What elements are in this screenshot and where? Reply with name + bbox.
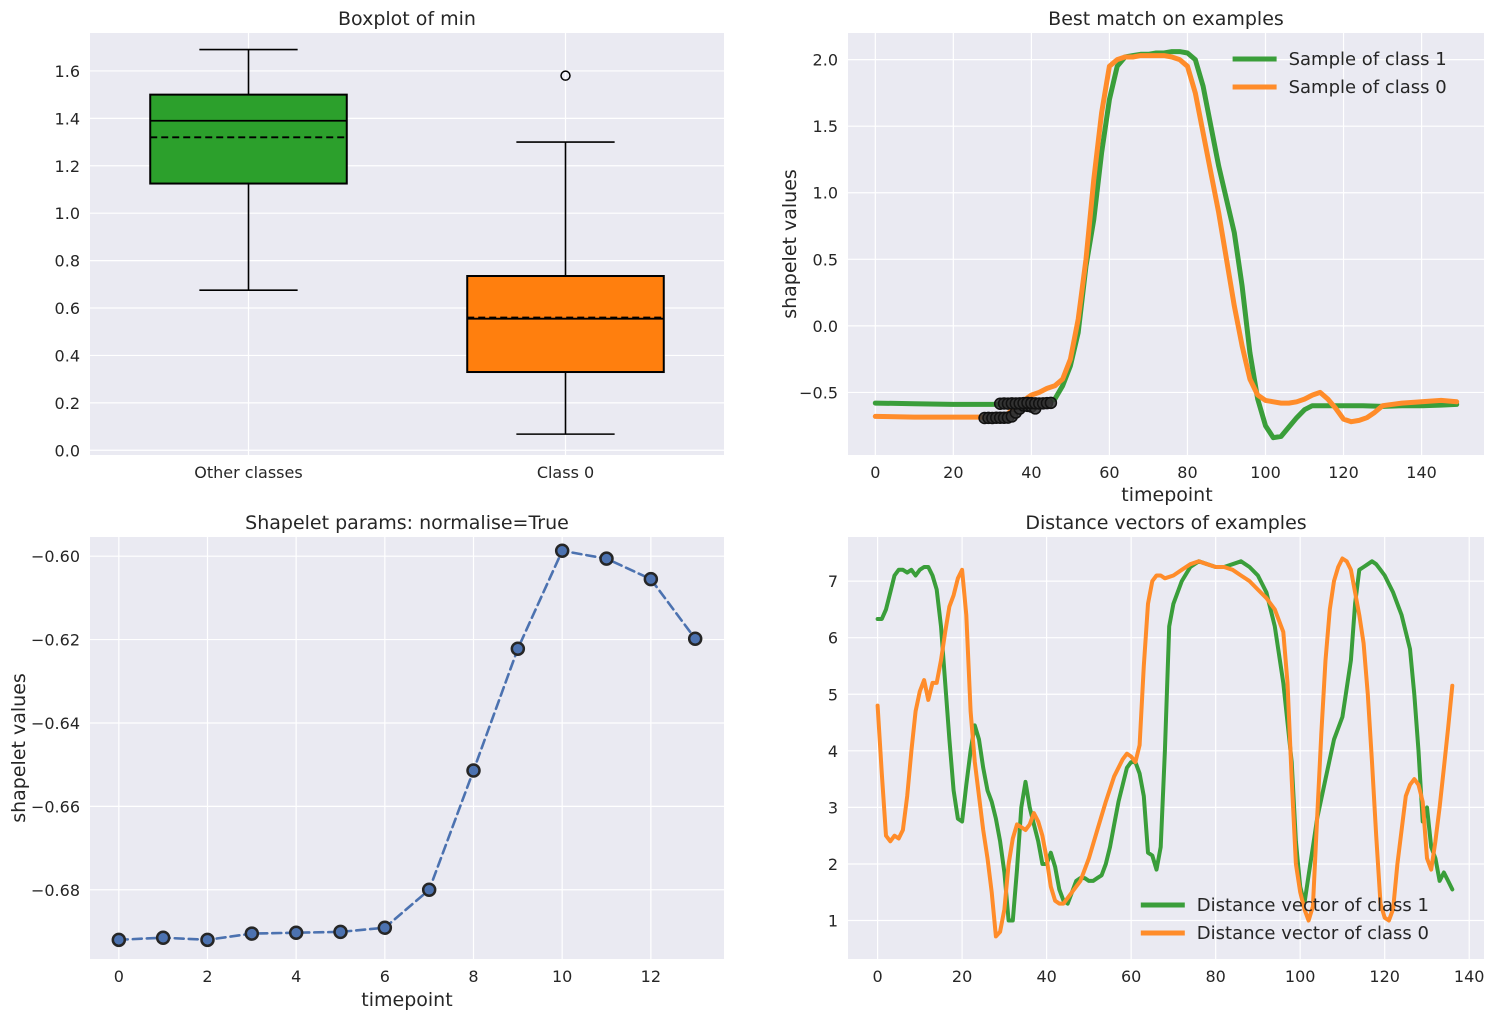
xtick-label: 2: [202, 967, 212, 986]
shapelet-params-series-0-point: [155, 930, 171, 945]
ytick-label: 0.5: [813, 250, 838, 269]
distance-vectors-legend: Distance vector of class 1 Distance vecto…: [1140, 895, 1429, 944]
distance-vector-of-class-0-line: [875, 556, 1455, 939]
shapelet-params-series-0-point: [466, 763, 481, 778]
xtick-label: 60: [1121, 967, 1141, 986]
shapelet-params-series-0-point: [510, 641, 526, 657]
shapelet-params-series-0-point: [244, 926, 260, 941]
outlier-class-0: [560, 70, 571, 81]
shapelet-params-title: Shapelet params: normalise=True: [245, 512, 569, 534]
ytick-label: 2: [828, 855, 838, 874]
shapelet-params-panel: 0 2 4 6 8 10 12 −0.68 −0.66 −0.64 −0.62 −0.60 Shape…: [8, 512, 724, 1011]
xtick-label: Class 0: [537, 463, 594, 482]
xtick-label: 6: [380, 967, 390, 986]
ytick-label: 5: [828, 685, 838, 704]
ytick-label: 4: [828, 742, 838, 761]
legend-label-distance-vector-of-class-0: Distance vector of class 0: [1197, 923, 1429, 944]
best-match-xlabel: timepoint: [1121, 484, 1212, 506]
shapelet-params-series-0-point: [111, 932, 127, 948]
legend-label-sample-of-class-1: Sample of class 1: [1289, 49, 1447, 70]
shapelet-params-series-0-point: [554, 543, 570, 559]
ytick-label: 1.6: [55, 62, 80, 81]
legend-label-sample-of-class-0: Sample of class 0: [1289, 77, 1447, 98]
ytick-label: 1.5: [813, 117, 838, 136]
box-other-classes: [149, 93, 348, 185]
best-match-title: Best match on examples: [1048, 8, 1284, 30]
xtick-label: 20: [943, 463, 963, 482]
shapelet-params-series-0-point: [377, 920, 393, 935]
distance-vectors-title: Distance vectors of examples: [1025, 512, 1306, 534]
shapelet-params-series-0-point: [288, 925, 304, 940]
ytick-label: 0.2: [55, 394, 80, 413]
xtick-label: 140: [1454, 967, 1485, 986]
legend-label-distance-vector-of-class-1: Distance vector of class 1: [1197, 895, 1429, 916]
ytick-label: 7: [828, 572, 838, 591]
ytick-label: 0.6: [55, 299, 80, 318]
xtick-label: 10: [552, 967, 572, 986]
xtick-label: 60: [1099, 463, 1119, 482]
xtick-label: 140: [1406, 463, 1437, 482]
box-class-0: [466, 275, 665, 374]
xtick-label: 8: [468, 967, 478, 986]
best-match-legend: Sample of class 1 Sample of class 0: [1232, 49, 1447, 98]
boxplot-title: Boxplot of min: [338, 8, 476, 30]
xtick-label: 40: [1036, 967, 1056, 986]
ytick-label: −0.60: [31, 547, 80, 566]
xtick-label: 20: [952, 967, 972, 986]
ytick-label: 0.8: [55, 252, 80, 271]
shapelet-params-series-0-point: [643, 571, 659, 587]
ytick-label: 1.2: [55, 157, 80, 176]
shapelet-params-series-0-point: [599, 551, 614, 566]
best-match-panel: 0 20 40 60 80 100 120 140 −0.5 0.0 0.5 1.0 1.5 2.0 Be…: [779, 8, 1484, 506]
xtick-label: Other classes: [194, 463, 302, 482]
ytick-label: 1: [828, 912, 838, 931]
ytick-label: 6: [828, 629, 838, 648]
ytick-label: 1.0: [55, 204, 80, 223]
distance-vector-of-class-1-line: [875, 559, 1455, 923]
ytick-label: 3: [828, 798, 838, 817]
xtick-label: 80: [1177, 463, 1197, 482]
xtick-label: 12: [641, 967, 661, 986]
shapelet-params-plot-area: [90, 537, 724, 959]
boxplot-panel: 0.0 0.2 0.4 0.6 0.8 1.0 1.2 1.4 1.6 Other classes…: [55, 8, 724, 482]
shapelet-params-series-0-point: [687, 631, 703, 646]
shapelet-params-series-0-point: [333, 924, 348, 940]
best-match-ylabel: shapelet values: [779, 169, 801, 319]
xtick-label: 4: [291, 967, 301, 986]
xtick-label: 40: [1021, 463, 1041, 482]
ytick-label: 1.0: [813, 184, 838, 203]
shapelet-params-series-0-point: [200, 932, 215, 948]
distance-vectors-panel: 0 20 40 60 80 100 120 140 1 2 3 4 5 6 7 Distance vecto…: [828, 512, 1485, 986]
xtick-label: 80: [1205, 967, 1225, 986]
xtick-label: 120: [1369, 967, 1400, 986]
xtick-label: 0: [114, 967, 124, 986]
xtick-label: 100: [1250, 463, 1281, 482]
xtick-label: 0: [872, 967, 882, 986]
xtick-label: 120: [1328, 463, 1359, 482]
best-match-series-3-point: [1044, 396, 1058, 410]
ytick-label: −0.68: [31, 881, 80, 900]
shapelet-params-ylabel: shapelet values: [8, 673, 30, 823]
sample-of-class-0-line: [872, 53, 1460, 425]
ytick-label: 0.0: [813, 317, 838, 336]
ytick-label: −0.66: [31, 797, 80, 816]
xtick-label: 0: [870, 463, 880, 482]
ytick-label: 2.0: [813, 51, 838, 70]
shapelet-params-xlabel: timepoint: [361, 989, 452, 1011]
shapelet-params-series-0-point: [421, 882, 437, 898]
ytick-label: 1.4: [55, 109, 80, 128]
ytick-label: −0.5: [799, 383, 838, 402]
ytick-label: −0.62: [31, 631, 80, 650]
ytick-label: −0.64: [31, 714, 80, 733]
ytick-label: 0.0: [55, 441, 80, 460]
ytick-label: 0.4: [55, 346, 80, 365]
xtick-label: 100: [1285, 967, 1316, 986]
shapelet-params-series-0-line: [117, 549, 697, 942]
best-match-plot-area: [848, 33, 1484, 455]
